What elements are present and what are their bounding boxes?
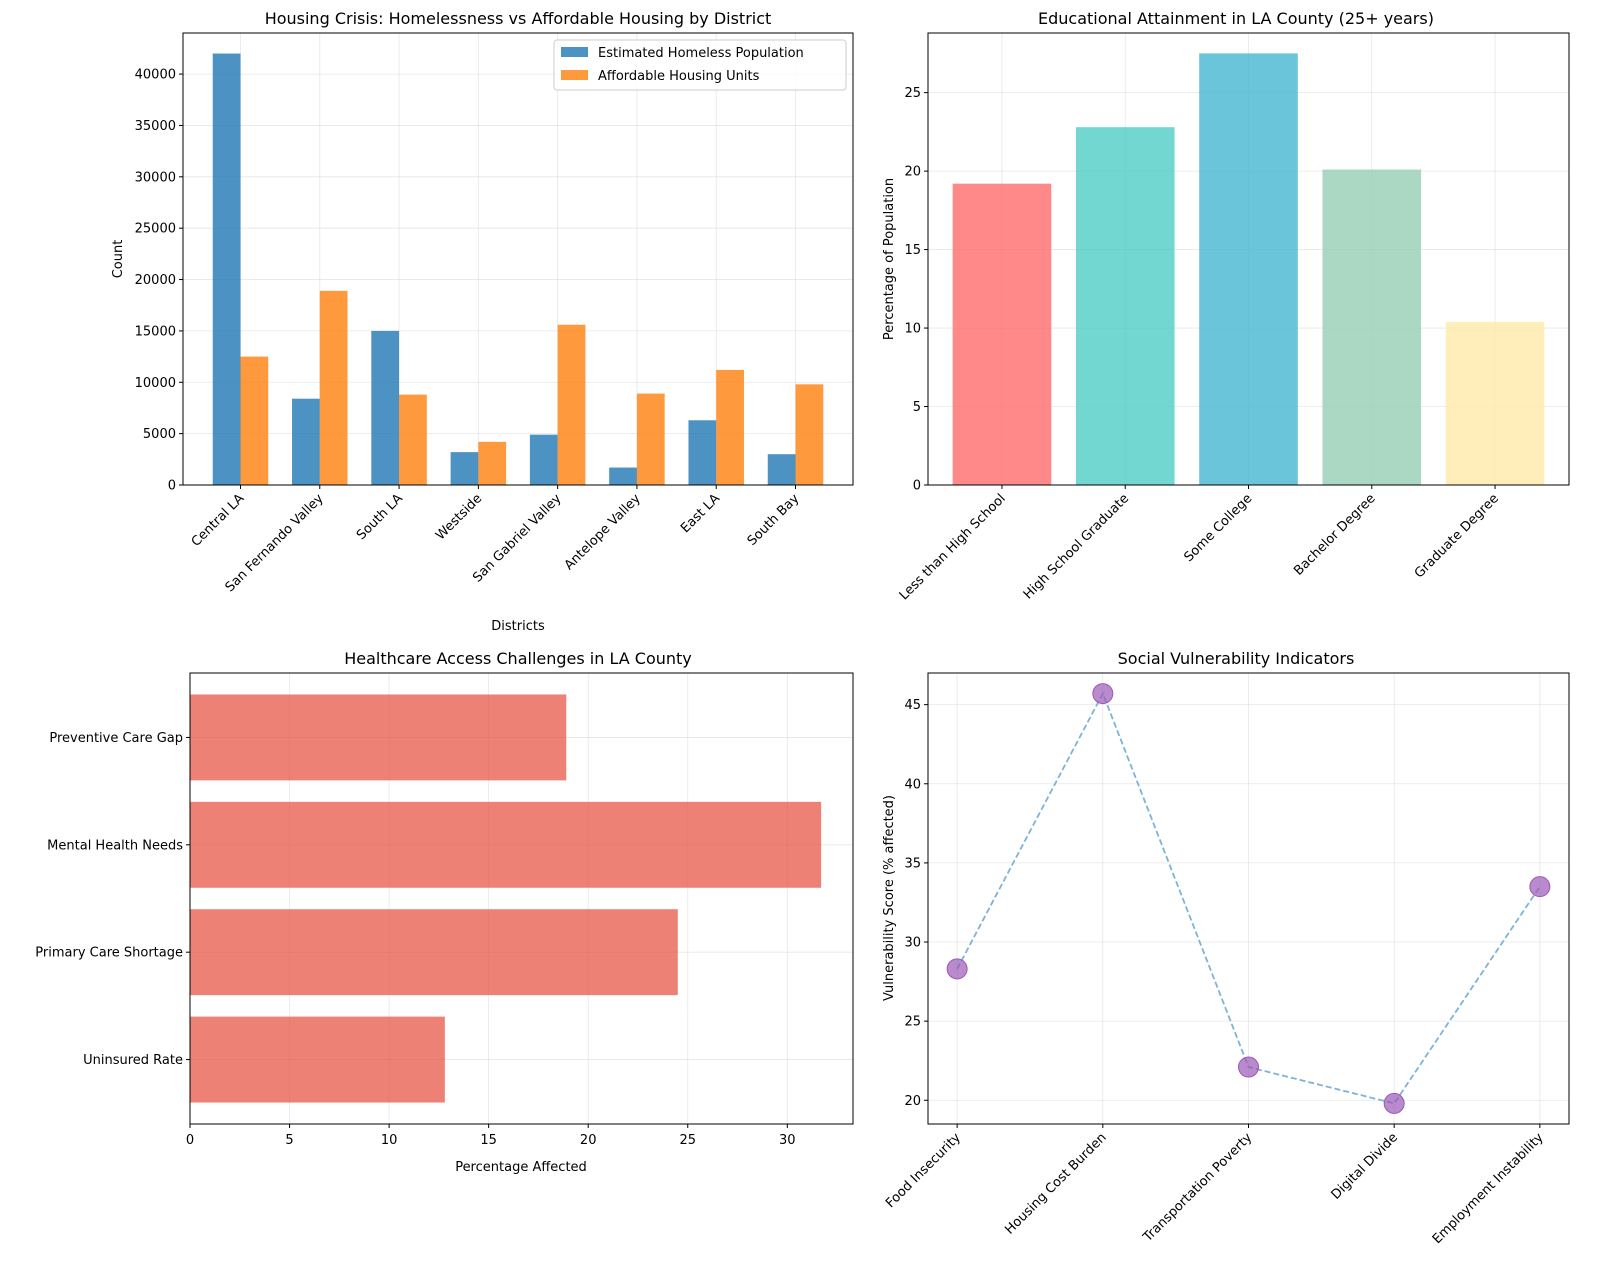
vulnerability-ytick-label-20: 20 [904,1094,921,1109]
education-bar-high-school-graduate [1075,127,1175,486]
education-chart: Educational Attainment in LA County (25+… [882,9,1570,603]
housing-ytick-label-0: 0 [168,479,176,494]
education-ytick-label-10: 10 [904,322,921,337]
vulnerability-ytick-label-30: 30 [904,936,921,951]
housing-bar-estimated-homeless-population-south-bay [767,454,796,485]
housing-bar-estimated-homeless-population-san-fernando-valley [292,398,320,485]
vulnerability-ytick-label-45: 45 [904,698,921,713]
vulnerability-y-axis-label: Vulnerability Score (% affected) [882,795,897,1001]
vulnerability-chart-title: Social Vulnerability Indicators [1118,649,1355,668]
housing-ytick-label-40000: 40000 [135,68,176,83]
vulnerability-point-transportation-poverty [1238,1056,1259,1078]
housing-bar-affordable-housing-units-antelope-valley [636,393,665,485]
healthcare-bar-uninsured-rate [190,1016,445,1103]
vulnerability-ytick-label-35: 35 [904,856,921,871]
housing-ytick-label-5000: 5000 [143,427,176,442]
legend-swatch-affordable [561,70,588,80]
housing-plot-frame [182,32,854,486]
healthcare-bar-preventive-care-gap [190,694,567,781]
healthcare-ytick-label-uninsured-rate: Uninsured Rate [83,1053,183,1068]
housing-bar-affordable-housing-units-san-fernando-valley [319,290,348,485]
education-bar-graduate-degree [1445,321,1545,485]
housing-ytick-label-20000: 20000 [135,273,176,288]
education-ytick-label-20: 20 [904,165,921,180]
housing-bar-estimated-homeless-population-san-gabriel-valley [529,434,558,485]
housing-chart-title: Housing Crisis: Homelessness vs Affordab… [265,9,772,28]
education-bars [952,53,1545,486]
vulnerability-series [946,683,1551,1114]
healthcare-xtick-label-0: 0 [186,1133,194,1148]
vulnerability-gridlines [928,673,1569,1124]
housing-bar-affordable-housing-units-south-bay [795,384,824,485]
vulnerability-point-housing-cost-burden [1092,683,1114,705]
housing-bar-affordable-housing-units-east-la [716,369,744,485]
healthcare-x-ticks: 0 5 10 15 20 25 30 [186,1124,796,1148]
education-ytick-label-5: 5 [913,400,921,415]
healthcare-bar-mental-health-needs [190,801,822,888]
education-ytick-label-0: 0 [913,479,921,494]
healthcare-xtick-label-30: 30 [779,1133,796,1148]
healthcare-bar-primary-care-shortage [190,909,678,996]
education-bar-some-college [1199,53,1298,486]
vulnerability-ytick-label-25: 25 [904,1015,921,1030]
education-y-axis-label: Percentage of Population [882,178,897,340]
vulnerability-point-food-insecurity [946,958,968,980]
healthcare-x-axis-label: Percentage Affected [455,1160,587,1175]
healthcare-xtick-label-10: 10 [381,1133,398,1148]
vulnerability-point-employment-instability [1529,876,1551,898]
healthcare-ytick-label-primary-care-shortage: Primary Care Shortage [35,946,183,961]
vulnerability-point-digital-divide [1383,1092,1405,1114]
housing-y-axis-label: Count [111,240,126,279]
education-bar-bachelor-degree [1322,169,1422,485]
housing-bar-estimated-homeless-population-antelope-valley [609,467,637,485]
education-y-ticks: 0 5 10 15 20 25 [904,86,928,494]
education-ytick-label-25: 25 [904,86,921,101]
housing-y-ticks: 0 5000 10000 15000 20000 25000 30000 35000 40000 [135,68,183,494]
healthcare-xtick-label-5: 5 [285,1133,293,1148]
housing-bar-estimated-homeless-population-south-la [371,330,400,485]
legend-label-homeless: Estimated Homeless Population [598,46,804,61]
healthcare-ytick-label-preventive-care-gap: Preventive Care Gap [49,731,183,746]
housing-ytick-label-35000: 35000 [135,119,176,134]
legend-label-affordable: Affordable Housing Units [598,69,760,84]
healthcare-xtick-label-15: 15 [480,1133,497,1148]
healthcare-bars [190,694,822,1103]
healthcare-plot-frame [189,672,854,1125]
healthcare-xtick-label-20: 20 [580,1133,597,1148]
education-chart-title: Educational Attainment in LA County (25+… [1038,9,1434,28]
housing-bar-estimated-homeless-population-east-la [688,420,717,485]
healthcare-xtick-label-25: 25 [679,1133,696,1148]
housing-bar-estimated-homeless-population-westside [450,452,479,485]
housing-ytick-label-10000: 10000 [135,376,176,391]
housing-ytick-label-25000: 25000 [135,222,176,237]
housing-bar-estimated-homeless-population-central-la [212,53,241,485]
housing-legend-box [553,39,847,91]
housing-bar-affordable-housing-units-san-gabriel-valley [557,324,586,485]
healthcare-y-ticks: Uninsured Rate Primary Care Shortage Menta… [35,731,190,1068]
housing-bar-affordable-housing-units-central-la [240,356,269,485]
vulnerability-y-ticks: 20 25 30 35 40 45 [904,698,928,1109]
housing-bar-affordable-housing-units-westside [478,441,507,485]
housing-ytick-label-15000: 15000 [135,324,176,339]
healthcare-chart-title: Healthcare Access Challenges in LA Count… [344,649,692,668]
healthcare-chart: Healthcare Access Challenges in LA Count… [35,649,854,1175]
vulnerability-ytick-label-40: 40 [904,777,921,792]
education-bar-less-than-high-school [952,183,1052,485]
healthcare-ytick-label-mental-health-needs: Mental Health Needs [47,838,183,853]
housing-ytick-label-30000: 30000 [135,170,176,185]
legend-swatch-homeless [561,47,588,57]
housing-x-axis-label: Districts [491,619,545,634]
education-ytick-label-15: 15 [904,243,921,258]
housing-bars [212,53,824,485]
housing-bar-affordable-housing-units-south-la [399,394,427,485]
housing-legend: Estimated Homeless Population Affordable… [553,39,847,91]
